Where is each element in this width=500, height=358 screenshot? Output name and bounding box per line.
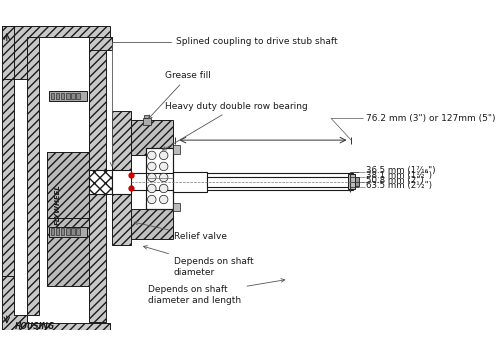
Circle shape bbox=[148, 195, 156, 204]
Bar bbox=[66, 93, 70, 100]
Circle shape bbox=[160, 184, 168, 193]
Bar bbox=[72, 228, 74, 235]
Text: Heavy duty double row bearing: Heavy duty double row bearing bbox=[162, 102, 308, 150]
Polygon shape bbox=[2, 26, 14, 79]
Bar bbox=[46, 218, 89, 286]
Bar bbox=[130, 120, 173, 238]
Circle shape bbox=[148, 173, 156, 182]
Circle shape bbox=[148, 184, 156, 193]
Text: Relief valve: Relief valve bbox=[134, 221, 227, 241]
Text: 63.5 mm (2½"): 63.5 mm (2½") bbox=[366, 182, 432, 190]
Text: 36.5 mm (1⁷⁄₁₆"): 36.5 mm (1⁷⁄₁₆") bbox=[366, 166, 436, 175]
Text: Depends on shaft
diameter: Depends on shaft diameter bbox=[144, 246, 254, 277]
Bar bbox=[46, 84, 89, 152]
Text: 76.2 mm (3") or 127mm (5"): 76.2 mm (3") or 127mm (5") bbox=[366, 113, 496, 122]
Bar bbox=[76, 93, 80, 100]
Bar bbox=[89, 37, 106, 321]
Text: Splined coupling to drive stub shaft: Splined coupling to drive stub shaft bbox=[110, 37, 338, 166]
Bar bbox=[66, 228, 70, 235]
Text: HOUSING: HOUSING bbox=[16, 322, 56, 331]
Bar bbox=[51, 228, 54, 235]
Circle shape bbox=[160, 195, 168, 204]
Bar bbox=[173, 145, 180, 154]
Bar bbox=[2, 79, 14, 276]
Bar bbox=[61, 228, 64, 235]
Bar bbox=[56, 228, 59, 235]
Circle shape bbox=[148, 162, 156, 171]
Bar bbox=[130, 173, 353, 190]
Bar bbox=[56, 93, 59, 100]
Bar bbox=[348, 174, 354, 189]
Bar bbox=[112, 111, 130, 245]
Bar bbox=[46, 84, 89, 152]
Text: Depends on shaft
diameter and length: Depends on shaft diameter and length bbox=[148, 279, 284, 305]
Circle shape bbox=[160, 162, 168, 171]
Bar bbox=[51, 93, 54, 100]
Bar bbox=[354, 178, 359, 186]
Bar bbox=[142, 118, 151, 125]
Polygon shape bbox=[2, 276, 110, 330]
Bar bbox=[173, 171, 207, 192]
Bar bbox=[89, 37, 112, 50]
Polygon shape bbox=[2, 26, 110, 79]
Text: 50.8 mm (2"): 50.8 mm (2") bbox=[366, 176, 424, 185]
Bar bbox=[49, 91, 86, 101]
Text: Grease fill: Grease fill bbox=[148, 71, 212, 119]
Bar bbox=[27, 37, 39, 315]
Bar bbox=[46, 152, 89, 218]
Bar bbox=[207, 176, 351, 187]
Text: 38.1 mm (1½"): 38.1 mm (1½") bbox=[366, 171, 432, 180]
Circle shape bbox=[160, 151, 168, 160]
Bar bbox=[173, 203, 180, 211]
Bar bbox=[46, 84, 89, 152]
Bar bbox=[49, 227, 86, 237]
Bar bbox=[72, 93, 74, 100]
Bar bbox=[130, 155, 173, 209]
Circle shape bbox=[148, 151, 156, 160]
Bar bbox=[76, 228, 80, 235]
Bar bbox=[112, 170, 130, 194]
Text: FLYWHEEL: FLYWHEEL bbox=[54, 184, 60, 225]
Bar bbox=[61, 93, 64, 100]
Circle shape bbox=[160, 173, 168, 182]
Bar bbox=[146, 148, 173, 209]
Bar bbox=[144, 115, 150, 118]
Bar bbox=[89, 170, 112, 194]
